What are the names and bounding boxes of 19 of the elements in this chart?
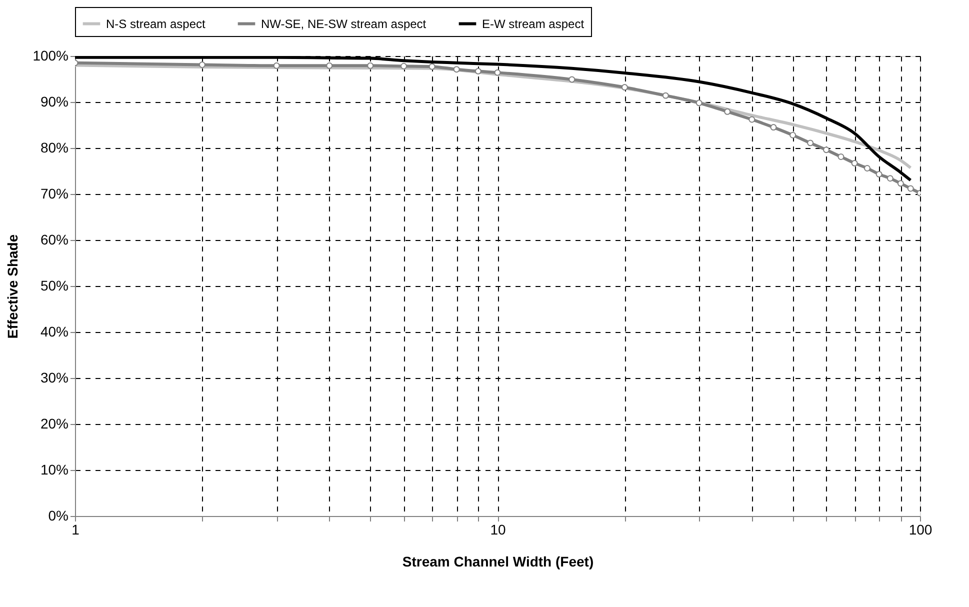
y-axis-title: Effective Shade (4, 234, 21, 339)
legend-label: E-W stream aspect (482, 16, 585, 31)
y-tick-label: 30% (40, 370, 68, 386)
legend-label: NW-SE, NE-SW stream aspect (261, 16, 427, 31)
legend-label: N-S stream aspect (106, 16, 206, 31)
y-tick-label: 80% (40, 140, 68, 156)
y-tick-label: 20% (40, 416, 68, 432)
y-tick-label: 50% (40, 278, 68, 294)
y-tick-label: 0% (48, 508, 68, 524)
y-tick-label: 100% (32, 48, 68, 64)
y-tick-label: 60% (40, 232, 68, 248)
y-tick-label: 90% (40, 94, 68, 110)
x-tick-label: 1 (72, 522, 80, 538)
x-tick-label: 100 (908, 522, 932, 538)
y-tick-label: 70% (40, 186, 68, 202)
y-tick-label: 10% (40, 462, 68, 478)
y-tick-label: 40% (40, 324, 68, 340)
x-tick-label: 10 (490, 522, 506, 538)
x-axis-title: Stream Channel Width (Feet) (402, 554, 594, 570)
